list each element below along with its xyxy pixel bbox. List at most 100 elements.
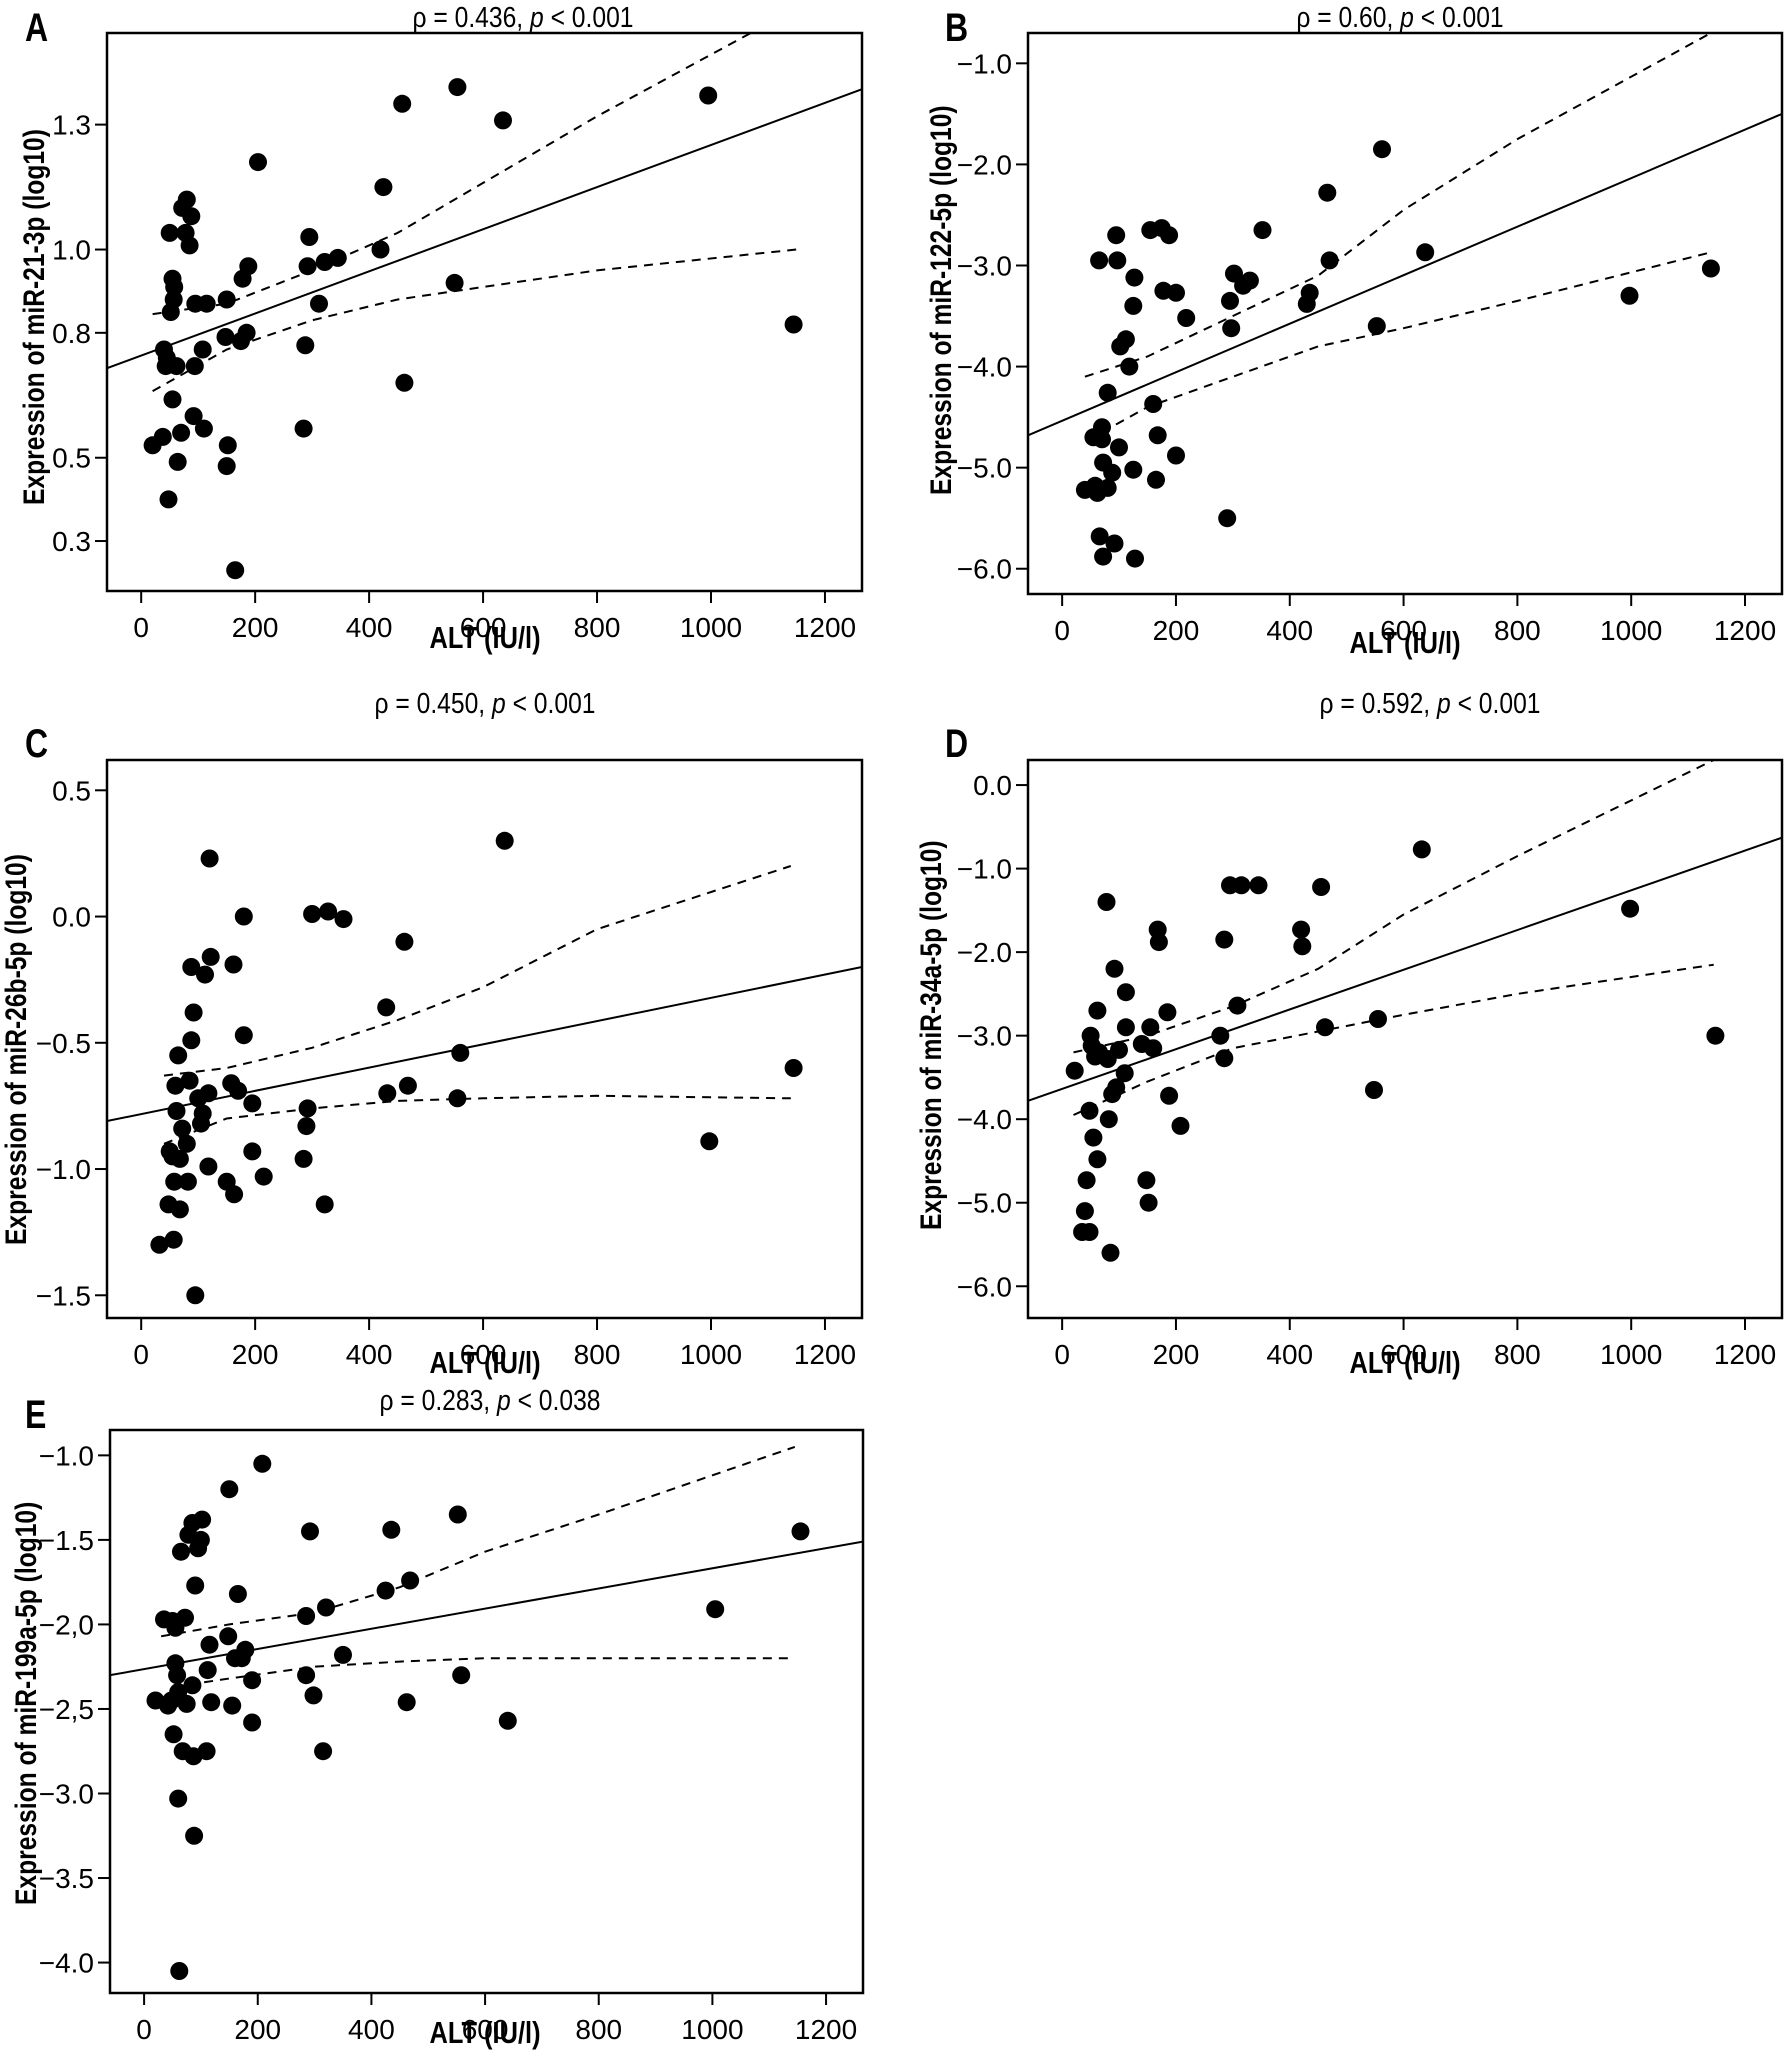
data-point	[374, 178, 393, 197]
data-point	[1701, 259, 1720, 278]
data-point	[176, 1608, 194, 1627]
regression-line	[110, 1540, 863, 1677]
data-point	[191, 1530, 210, 1549]
y-tick-label: −1.5	[39, 1525, 94, 1556]
data-point	[1249, 876, 1268, 895]
y-tick-label: −2.0	[957, 149, 1012, 180]
data-point	[395, 932, 414, 951]
x-tick-label: 1200	[794, 612, 856, 643]
data-point	[1167, 446, 1185, 465]
data-point	[319, 902, 338, 921]
data-point	[445, 273, 464, 292]
x-tick-label: 1000	[680, 612, 742, 643]
data-point	[1412, 840, 1431, 859]
data-point	[220, 1480, 239, 1499]
ci-upper-line	[152, 33, 752, 316]
data-point	[1160, 1086, 1179, 1105]
data-point	[167, 357, 186, 376]
data-point	[1125, 268, 1144, 287]
x-axis-label: ALT (IU/l)	[1349, 625, 1461, 660]
data-point	[1144, 1039, 1163, 1058]
data-point	[170, 1962, 189, 1980]
plot-frame	[1026, 31, 1784, 596]
data-point	[1115, 1064, 1134, 1083]
data-point	[201, 947, 220, 966]
x-tick-label: 1200	[1714, 615, 1776, 646]
panel-label: D	[945, 722, 969, 766]
x-tick-label: 800	[574, 612, 621, 643]
data-point	[1149, 933, 1168, 952]
data-point	[395, 373, 414, 392]
data-point	[234, 907, 253, 926]
data-point	[401, 1571, 420, 1590]
title-rho: ρ = 0.60,	[1296, 2, 1401, 34]
data-point	[200, 1635, 219, 1654]
data-point	[1160, 226, 1179, 245]
data-point	[1706, 1026, 1725, 1045]
y-tick-label: −3.0	[957, 1021, 1012, 1052]
data-point	[1098, 383, 1117, 402]
data-point	[1373, 140, 1391, 159]
title-pvalue: < 0.001	[505, 688, 596, 720]
data-point	[159, 490, 178, 509]
data-point	[177, 1134, 196, 1153]
data-point	[193, 1104, 212, 1123]
y-tick-label: −6.0	[957, 554, 1012, 585]
data-point	[1065, 1061, 1084, 1080]
data-point	[165, 1172, 184, 1191]
data-point	[217, 457, 236, 476]
regression-line	[1028, 112, 1782, 437]
data-point	[1292, 920, 1311, 939]
data-point	[1369, 1010, 1387, 1028]
data-point	[1253, 221, 1272, 240]
data-point	[1110, 438, 1128, 457]
y-tick-label: −1.0	[36, 1154, 91, 1185]
data-point	[194, 419, 213, 438]
x-tick-label: 1000	[1600, 1339, 1662, 1370]
data-point	[183, 1676, 202, 1695]
x-tick-label: 1200	[1714, 1339, 1776, 1370]
data-point	[1088, 1001, 1107, 1020]
data-point	[304, 1686, 323, 1705]
data-point	[1116, 1018, 1135, 1037]
title-rho: ρ = 0.283,	[379, 1385, 497, 1417]
x-tick-label: 800	[1494, 615, 1541, 646]
x-tick-label: 400	[346, 612, 393, 643]
data-point	[153, 427, 172, 446]
data-point	[1139, 1193, 1158, 1212]
data-point	[1318, 183, 1337, 202]
plot-frame	[1026, 758, 1784, 1320]
panel-label: C	[25, 722, 49, 766]
y-tick-label: −3.0	[39, 1778, 94, 1809]
data-point	[236, 1640, 255, 1659]
x-tick-label: 400	[1266, 1339, 1313, 1370]
data-point	[451, 1043, 470, 1062]
data-point	[298, 257, 317, 276]
x-tick-label: 600	[460, 1339, 507, 1370]
x-axis-label: ALT (IU/l)	[1349, 1345, 1461, 1380]
y-tick-label: 0.5	[52, 775, 91, 806]
data-point	[317, 1598, 335, 1617]
data-point	[186, 1576, 205, 1595]
y-tick-label: −5.0	[957, 1188, 1012, 1219]
data-point	[200, 849, 219, 868]
data-point	[1300, 283, 1319, 302]
data-point	[223, 1696, 242, 1715]
data-point	[1316, 1018, 1334, 1037]
data-point	[371, 240, 390, 259]
data-point	[177, 1694, 196, 1713]
y-tick-label: −1.0	[39, 1440, 94, 1471]
data-point	[182, 1031, 201, 1050]
data-point	[1080, 1223, 1099, 1241]
data-point	[1098, 478, 1117, 497]
x-tick-label: 1200	[794, 1339, 856, 1370]
data-point	[448, 1089, 467, 1108]
data-point	[185, 1826, 204, 1845]
data-point	[1107, 1078, 1126, 1097]
data-point	[1218, 509, 1237, 528]
data-point	[297, 1666, 316, 1685]
data-point	[294, 1149, 313, 1168]
data-point	[178, 1172, 197, 1191]
